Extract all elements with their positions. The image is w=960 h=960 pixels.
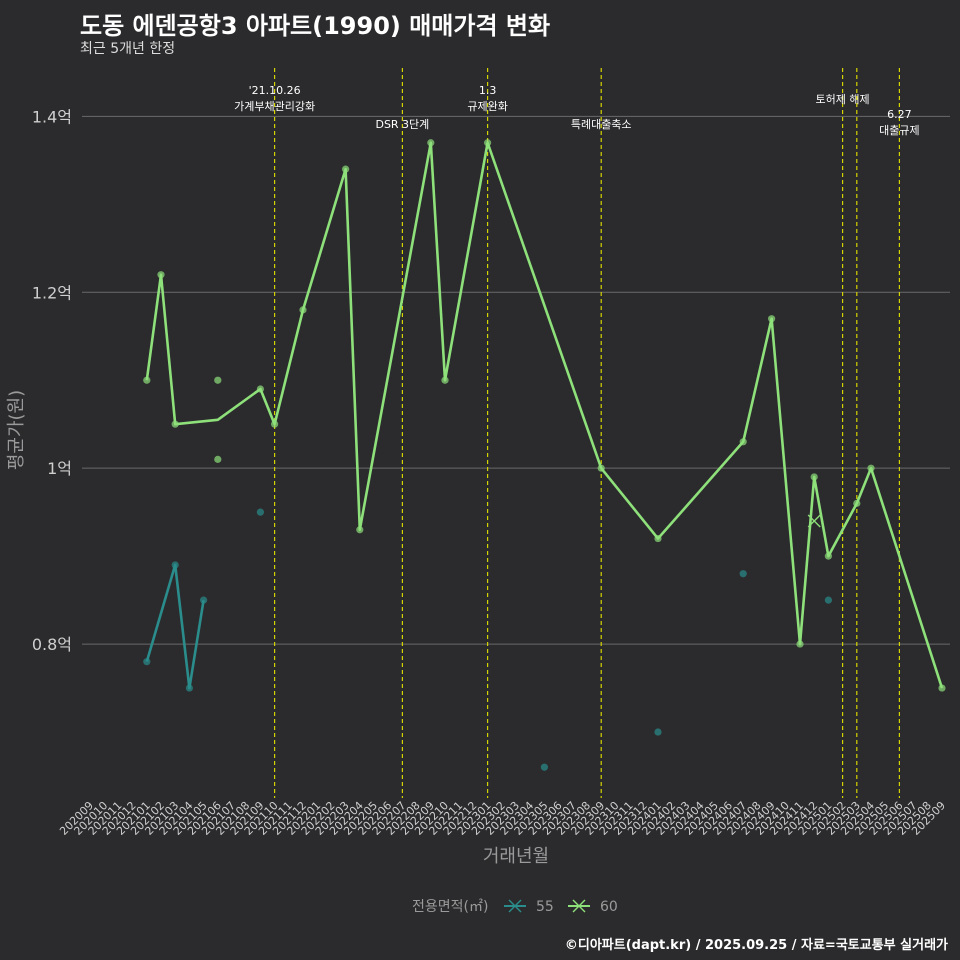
series-line-55: [145, 563, 205, 690]
data-point-55: [739, 570, 747, 578]
legend-label-55: 55: [536, 899, 554, 915]
data-point-55: [824, 596, 833, 604]
source-caption: ©디아파트(dapt.kr) / 2025.09.25 / 자료=국토교통부 실…: [564, 938, 948, 953]
legend-swatch-cross-60: [572, 899, 586, 913]
data-point-60: [271, 420, 279, 428]
data-point-60: [171, 420, 179, 428]
data-point-55: [540, 763, 549, 771]
data-point-60: [867, 464, 875, 472]
y-tick-label: 1.2억: [32, 283, 72, 302]
data-point-60: [796, 640, 804, 648]
y-tick-label: 1.4억: [32, 107, 72, 126]
data-point-60: [938, 684, 946, 692]
data-point-60: [143, 376, 151, 384]
series-line-60: [145, 141, 944, 689]
data-point-60: [654, 534, 662, 543]
policy-event-label: '21.10.26: [249, 84, 301, 97]
data-point-55: [171, 561, 179, 569]
data-point-60: [768, 315, 776, 323]
legend-title: 전용면적(㎡): [412, 899, 488, 915]
data-point-60: [484, 139, 492, 147]
data-point-60: [299, 306, 307, 314]
policy-event-label: 토허제 해제: [816, 92, 870, 106]
chart-subtitle: 최근 5개년 한정: [80, 41, 176, 57]
data-point-60: [441, 376, 449, 384]
cross-mark-60: [807, 514, 821, 528]
data-point-60: [739, 438, 747, 446]
data-point-55: [654, 728, 662, 736]
data-point-60: [356, 526, 364, 534]
data-point-60: [256, 385, 264, 393]
data-point-55: [256, 508, 264, 516]
data-point-55: [143, 658, 151, 666]
data-point-60: [597, 464, 605, 472]
data-point-60: [214, 376, 222, 384]
y-tick-label: 1억: [47, 459, 72, 478]
legend-swatch-cross-55: [508, 899, 522, 913]
legend-label-60: 60: [600, 899, 618, 915]
data-point-60: [342, 165, 350, 173]
data-point-55: [185, 684, 193, 692]
chart-title: 도동 에덴공항3 아파트(1990) 매매가격 변화: [80, 12, 551, 40]
policy-event-label: 대출규제: [879, 124, 919, 137]
policy-event-label: 가계부채관리강화: [234, 100, 315, 113]
policy-event-label: 특례대출축소: [571, 118, 632, 131]
policy-event-label: 1.3: [479, 84, 497, 97]
y-tick-label: 0.8억: [32, 635, 72, 654]
data-point-60: [157, 271, 165, 279]
data-point-55: [200, 596, 208, 604]
data-point-60: [427, 139, 435, 147]
data-point-60: [853, 499, 861, 507]
policy-event-label: DSR 3단계: [375, 118, 429, 131]
data-point-60: [810, 473, 818, 481]
policy-event-label: 6.27: [887, 108, 912, 121]
data-point-60: [824, 552, 833, 560]
policy-event-label: 규제완화: [467, 100, 507, 113]
data-point-60: [214, 455, 222, 463]
x-axis-title: 거래년월: [483, 846, 549, 867]
y-axis-title: 평균가(원): [6, 390, 27, 470]
